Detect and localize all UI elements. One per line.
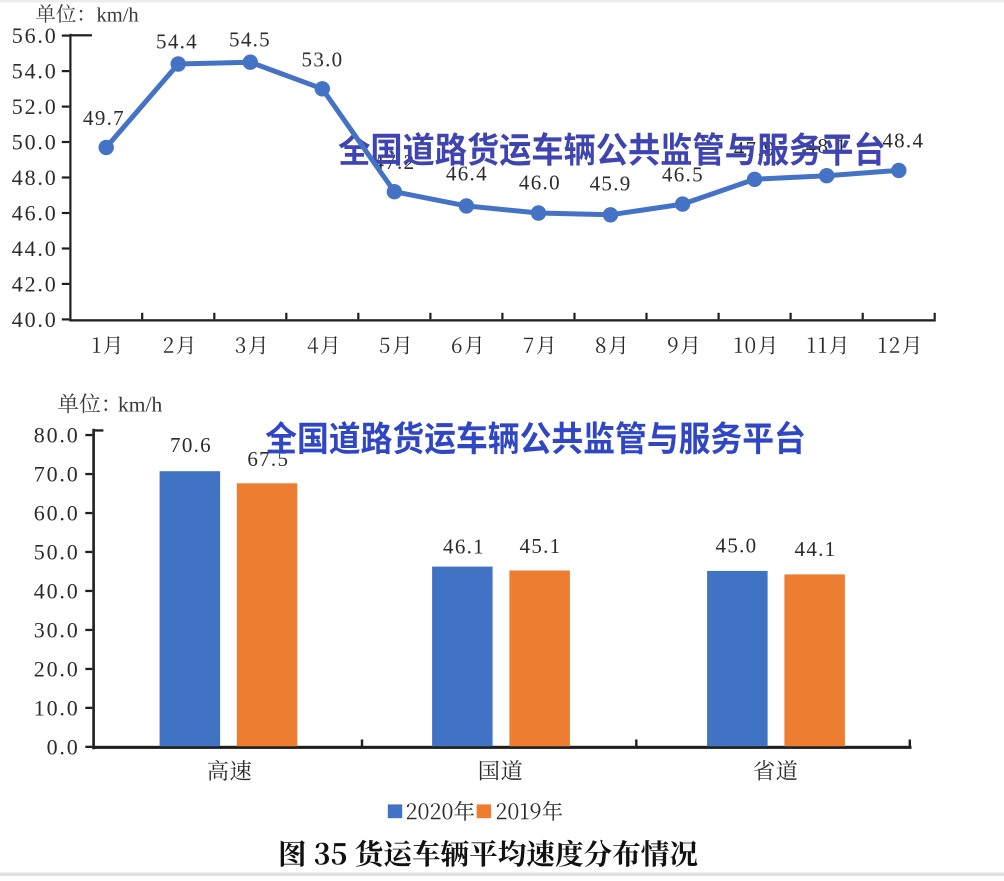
svg-text:54.5: 54.5 [229, 27, 271, 51]
svg-text:44.0: 44.0 [12, 236, 58, 261]
svg-text:km/h: km/h [97, 4, 139, 26]
svg-text:10.0: 10.0 [34, 695, 80, 720]
svg-text:46.0: 46.0 [12, 201, 58, 226]
svg-text:60.0: 60.0 [34, 501, 80, 526]
svg-text:km/h: km/h [118, 393, 162, 417]
svg-text:53.0: 53.0 [302, 47, 344, 71]
svg-text:48.0: 48.0 [12, 165, 58, 190]
svg-text:40.0: 40.0 [12, 307, 58, 332]
svg-text:30.0: 30.0 [34, 617, 80, 642]
svg-text:46.1: 46.1 [443, 534, 485, 558]
svg-text:54.0: 54.0 [12, 59, 58, 84]
svg-text:80.0: 80.0 [34, 423, 80, 448]
svg-text:70.0: 70.0 [34, 462, 80, 487]
svg-text:44.1: 44.1 [795, 537, 837, 561]
svg-text:40.0: 40.0 [34, 578, 80, 603]
svg-text:52.0: 52.0 [12, 94, 58, 119]
svg-text:45.9: 45.9 [590, 171, 632, 195]
svg-text:50.0: 50.0 [12, 130, 58, 155]
svg-text:20.0: 20.0 [34, 656, 80, 681]
svg-text:42.0: 42.0 [12, 271, 58, 296]
svg-text:45.1: 45.1 [520, 534, 562, 558]
svg-text:45.0: 45.0 [716, 533, 758, 557]
svg-text:54.4: 54.4 [156, 29, 198, 53]
svg-text:56.0: 56.0 [12, 23, 58, 48]
svg-text:46.0: 46.0 [519, 171, 561, 195]
svg-text:50.0: 50.0 [34, 539, 80, 564]
svg-text:46.5: 46.5 [662, 162, 704, 186]
svg-text:0.0: 0.0 [47, 734, 80, 759]
svg-text:70.6: 70.6 [170, 433, 212, 457]
svg-text:49.7: 49.7 [83, 106, 125, 130]
svg-text:48.4: 48.4 [882, 128, 924, 152]
